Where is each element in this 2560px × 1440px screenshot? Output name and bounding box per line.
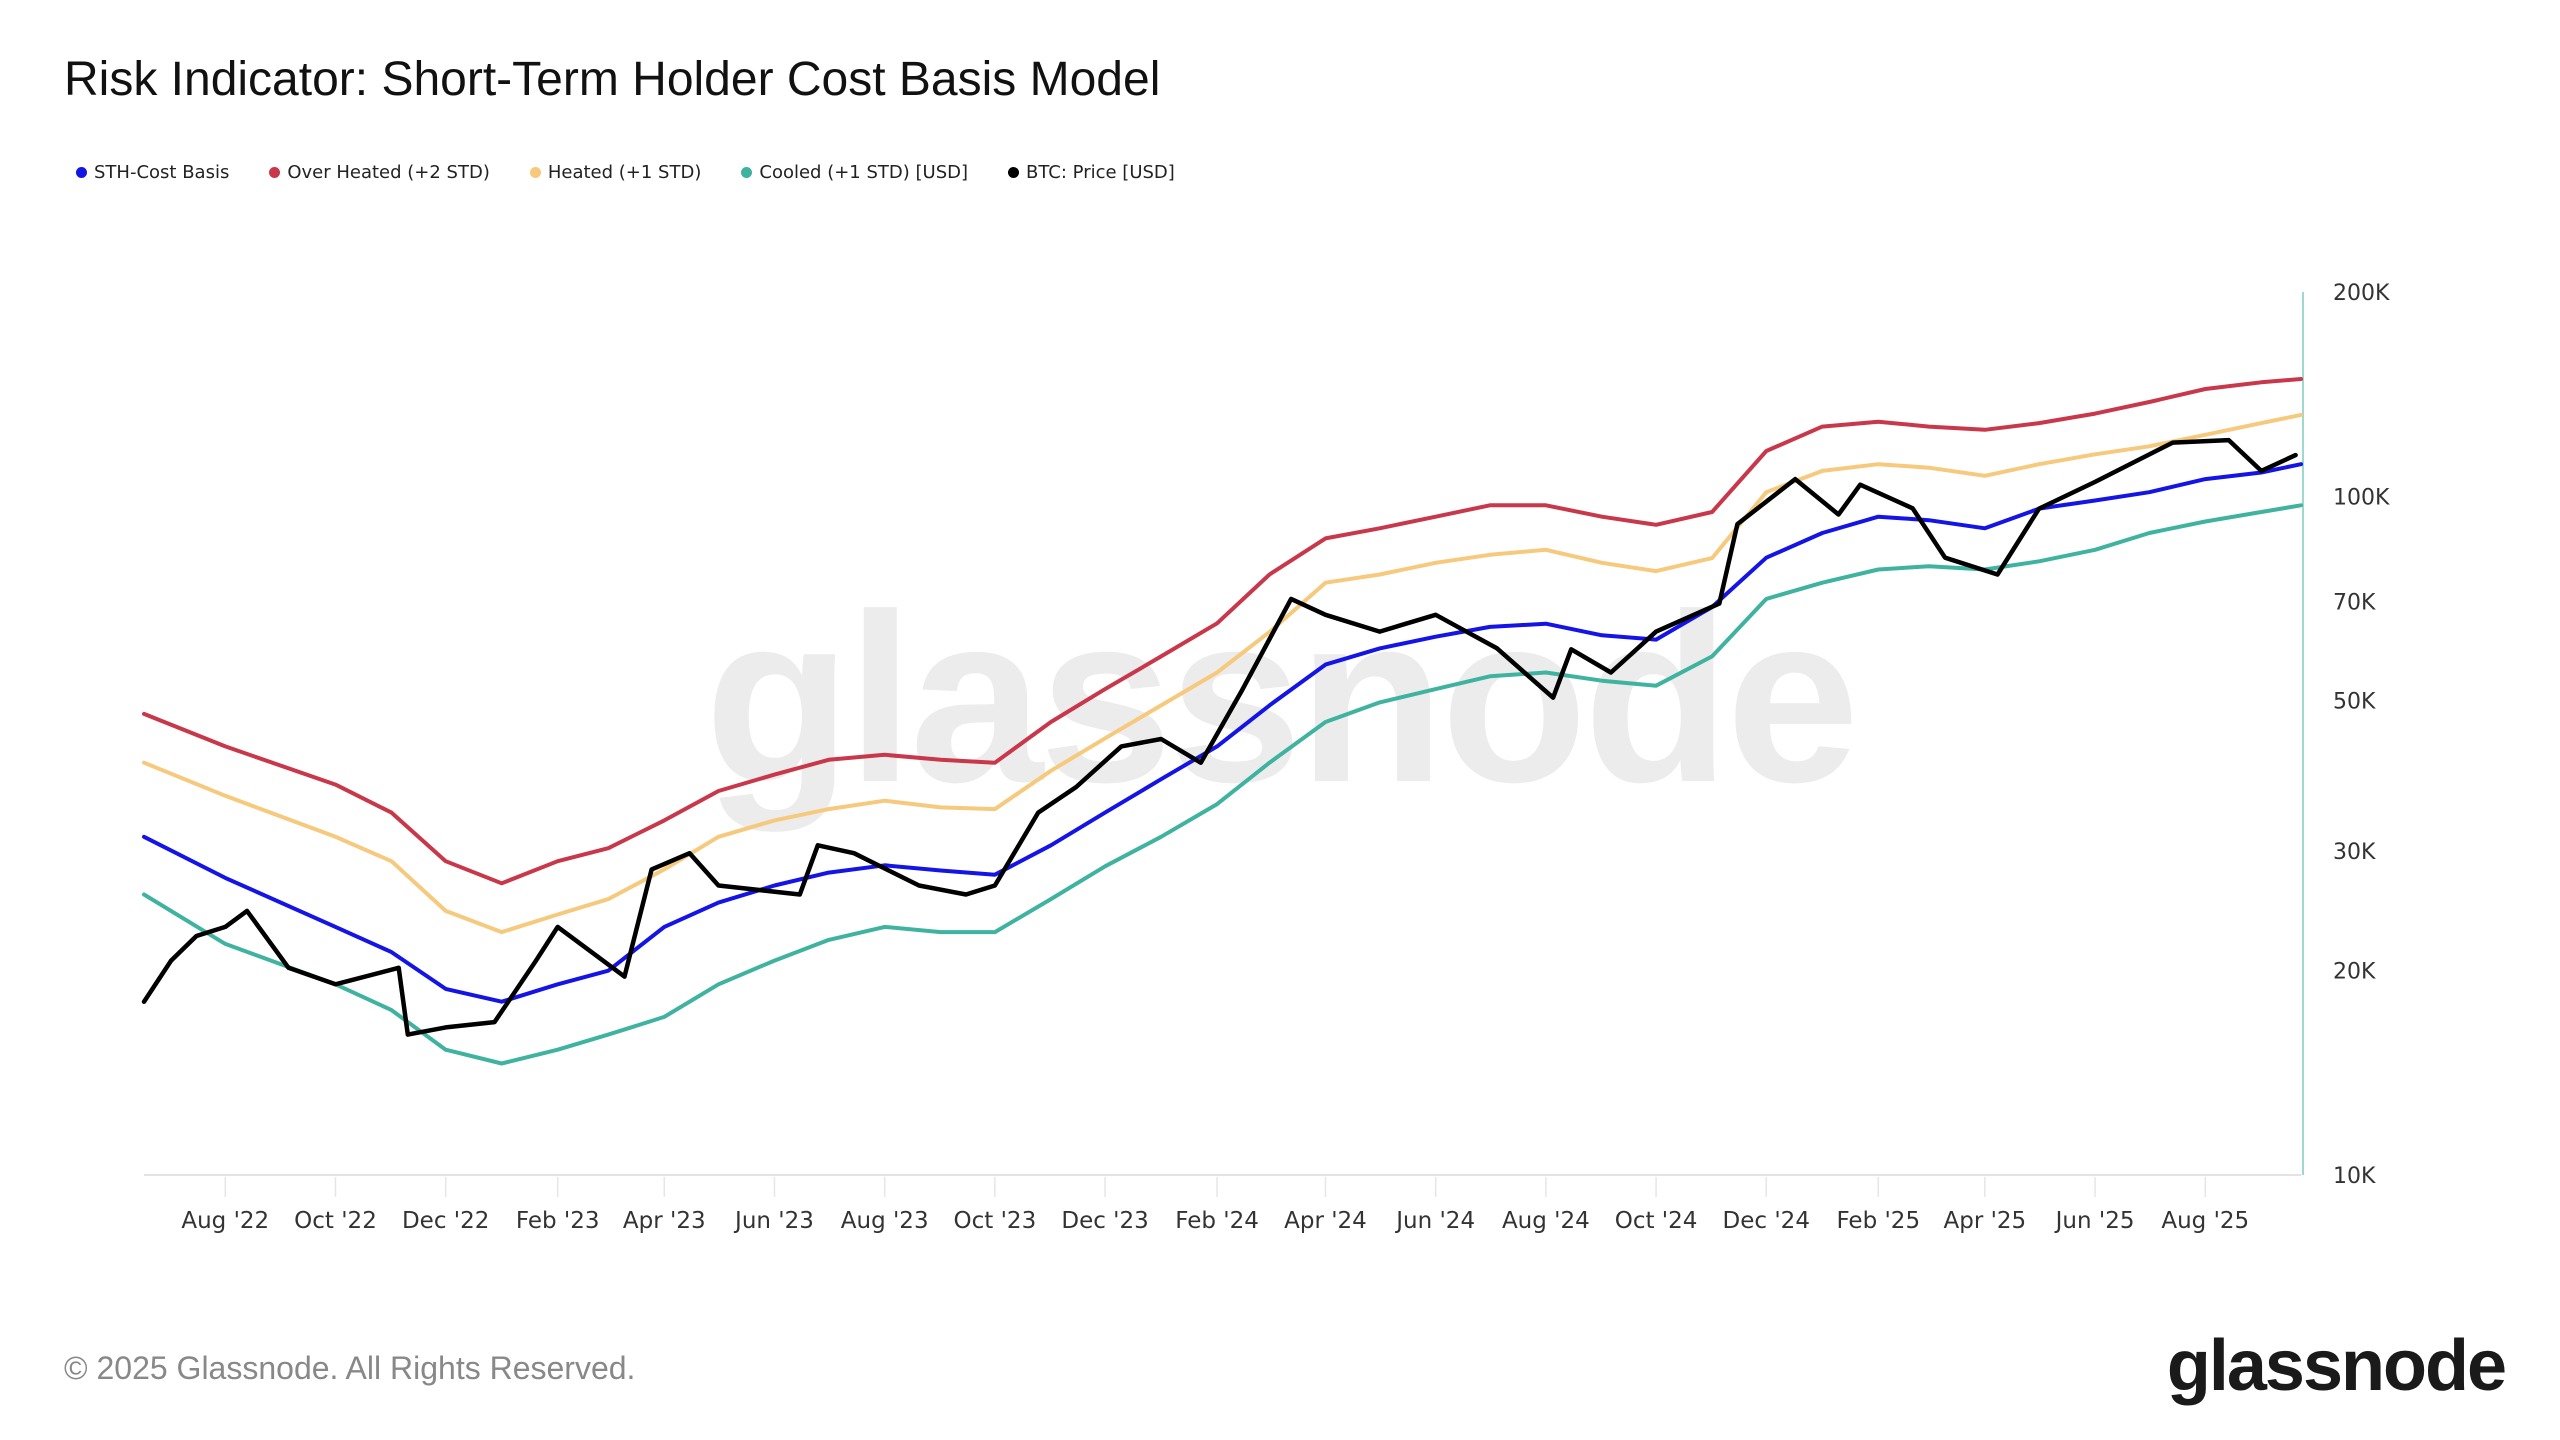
legend-dot-icon (741, 167, 753, 178)
series-line-heated-1-std (142, 412, 2303, 935)
series-line-btc-price-usd (141, 437, 2298, 1037)
legend-dot-icon (529, 167, 541, 178)
x-tick-label: Jun '24 (1394, 1208, 1475, 1234)
legend-item-btc-price[interactable]: BTC: Price [USD] (1008, 162, 1175, 183)
x-tick-label: Jun '25 (2054, 1208, 2135, 1234)
legend-item-heated[interactable]: Heated (+1 STD) (529, 162, 702, 183)
copyright-text: © 2025 Glassnode. All Rights Reserved. (64, 1350, 636, 1386)
x-tick-label: Aug '25 (2161, 1208, 2249, 1234)
legend-label: Heated (+1 STD) (547, 162, 702, 183)
legend-label: STH-Cost Basis (94, 162, 230, 183)
x-tick-label: Apr '23 (623, 1208, 706, 1234)
x-tick-label: Feb '24 (1175, 1208, 1259, 1234)
series-line-over-heated-2-std (142, 377, 2303, 886)
legend-item-over-heated[interactable]: Over Heated (+2 STD) (269, 162, 490, 183)
y-tick-label: 70K (2333, 590, 2376, 615)
y-tick-label: 20K (2333, 960, 2376, 985)
glassnode-logo: glassnode (2166, 1326, 2507, 1406)
x-tick-label: Dec '22 (402, 1208, 489, 1234)
x-tick-label: Oct '22 (294, 1208, 377, 1234)
x-tick-label: Aug '24 (1502, 1208, 1590, 1234)
x-tick-label: Feb '23 (516, 1208, 600, 1234)
x-tick-label: Apr '25 (1944, 1208, 2027, 1234)
series-line-cooled-1-std-usd (142, 503, 2303, 1066)
legend-label: Over Heated (+2 STD) (287, 162, 490, 183)
x-tick-label: Feb '25 (1836, 1208, 1920, 1234)
legend-label: Cooled (+1 STD) [USD] (759, 162, 969, 183)
legend: STH-Cost Basis Over Heated (+2 STD) Heat… (76, 162, 1175, 183)
x-tick-label: Dec '23 (1061, 1208, 1148, 1234)
y-tick-label: 200K (2333, 281, 2390, 306)
y-tick-label: 10K (2333, 1164, 2376, 1189)
series-line-sth-cost-basis (142, 462, 2303, 1004)
y-tick-label: 100K (2333, 485, 2390, 510)
x-tick-label: Aug '22 (181, 1208, 269, 1234)
x-tick-label: Aug '23 (841, 1208, 929, 1234)
y-tick-label: 30K (2333, 840, 2376, 865)
y-tick-label: 50K (2333, 690, 2376, 715)
legend-label: BTC: Price [USD] (1026, 162, 1175, 183)
x-tick-label: Jun '23 (733, 1208, 814, 1234)
legend-dot-icon (76, 167, 87, 178)
x-tick-label: Oct '24 (1615, 1208, 1698, 1234)
chart-title: Risk Indicator: Short-Term Holder Cost B… (64, 53, 1161, 106)
legend-dot-icon (269, 167, 281, 178)
x-tick-label: Dec '24 (1723, 1208, 1810, 1234)
legend-item-cooled[interactable]: Cooled (+1 STD) [USD] (741, 162, 968, 183)
legend-dot-icon (1008, 167, 1020, 178)
x-tick-label: Oct '23 (954, 1208, 1037, 1234)
x-tick-label: Apr '24 (1284, 1208, 1367, 1234)
legend-item-sth-cost-basis[interactable]: STH-Cost Basis (76, 162, 229, 183)
